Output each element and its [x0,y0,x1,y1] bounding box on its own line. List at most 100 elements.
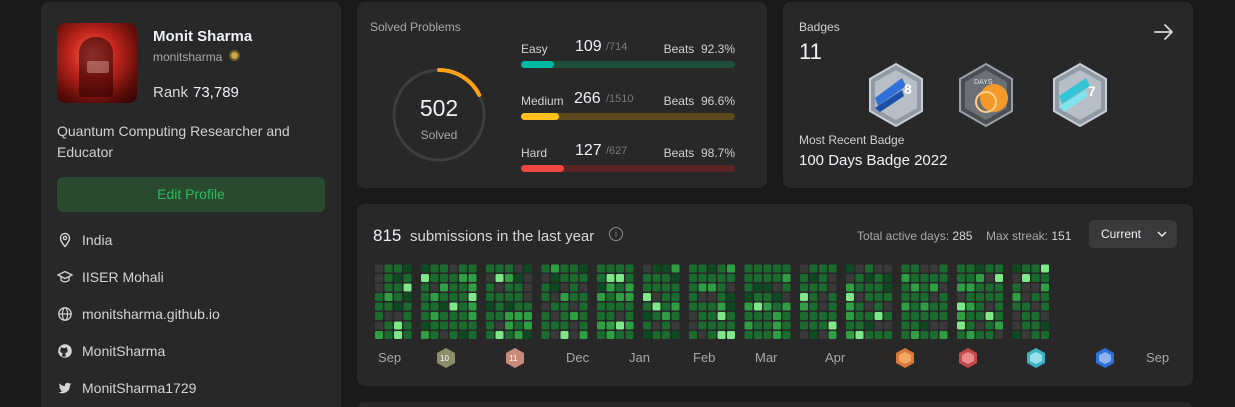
heatmap-cell[interactable] [985,312,994,320]
heatmap-cell[interactable] [1031,312,1040,320]
heatmap-cell[interactable] [514,302,523,311]
heatmap-cell[interactable] [819,293,827,301]
heatmap-cell[interactable] [551,321,559,330]
heatmap-cell[interactable] [570,274,578,282]
heatmap-cell[interactable] [440,331,448,339]
heatmap-cell[interactable] [468,331,477,339]
heatmap-cell[interactable] [430,264,439,273]
heatmap-cell[interactable] [855,274,864,282]
heatmap-cell[interactable] [782,312,791,320]
heatmap-cell[interactable] [1012,264,1021,273]
heatmap-cell[interactable] [744,293,753,301]
heatmap-cell[interactable] [976,302,984,311]
heatmap-cell[interactable] [524,283,532,292]
heatmap-cell[interactable] [976,293,984,301]
heatmap-cell[interactable] [828,331,837,339]
heatmap-cell[interactable] [616,274,624,282]
heatmap-cell[interactable] [643,331,651,339]
year-select[interactable]: Current [1089,220,1177,248]
heatmap-cell[interactable] [570,331,578,339]
heatmap-cell[interactable] [524,274,532,282]
heatmap-cell[interactable] [828,293,837,301]
heatmap-cell[interactable] [939,302,948,311]
heatmap-cell[interactable] [744,264,753,273]
heatmap-cell[interactable] [514,293,523,301]
heatmap-cell[interactable] [1022,321,1030,330]
heatmap-cell[interactable] [597,302,605,311]
heatmap-cell[interactable] [727,331,735,339]
heatmap-cell[interactable] [809,302,818,311]
heatmap-cell[interactable] [930,274,938,282]
heatmap-cell[interactable] [403,283,412,292]
heatmap-cell[interactable] [486,264,494,273]
heatmap-cell[interactable] [597,321,605,330]
heatmap-cell[interactable] [468,321,477,330]
heatmap-cell[interactable] [1022,331,1030,339]
heatmap-cell[interactable] [966,274,975,282]
heatmap-cell[interactable] [809,274,818,282]
heatmap-cell[interactable] [1031,264,1040,273]
heatmap-cell[interactable] [874,331,883,339]
heatmap-cell[interactable] [1012,302,1021,311]
heatmap-cell[interactable] [486,321,494,330]
heatmap-cell[interactable] [606,283,615,292]
heatmap-cell[interactable] [865,321,873,330]
heatmap-cell[interactable] [495,302,504,311]
heatmap-cell[interactable] [449,283,458,292]
heatmap-cell[interactable] [486,312,494,320]
heatmap-cell[interactable] [440,312,448,320]
heatmap-cell[interactable] [375,264,383,273]
heatmap-cell[interactable] [901,312,910,320]
heatmap-cell[interactable] [865,312,873,320]
heatmap-cell[interactable] [939,283,948,292]
heatmap-cell[interactable] [920,331,929,339]
heatmap-cell[interactable] [616,264,624,273]
heatmap-cell[interactable] [459,331,467,339]
heatmap-cell[interactable] [708,321,716,330]
heatmap-cell[interactable] [495,312,504,320]
heatmap-cell[interactable] [939,274,948,282]
heatmap-cell[interactable] [809,312,818,320]
heatmap-cell[interactable] [643,283,651,292]
heatmap-cell[interactable] [763,274,772,282]
heatmap-cell[interactable] [579,302,588,311]
heatmap-cell[interactable] [440,274,448,282]
heatmap-cell[interactable] [625,293,634,301]
heatmap-cell[interactable] [403,274,412,282]
heatmap-cell[interactable] [1012,321,1021,330]
heatmap-cell[interactable] [514,283,523,292]
heatmap-cell[interactable] [597,274,605,282]
heatmap-cell[interactable] [773,302,781,311]
heatmap-cell[interactable] [616,302,624,311]
heatmap-cell[interactable] [430,321,439,330]
heatmap-cell[interactable] [495,331,504,339]
heatmap-cell[interactable] [828,312,837,320]
heatmap-cell[interactable] [671,274,680,282]
heatmap-cell[interactable] [708,274,716,282]
info-github[interactable]: MonitSharma [57,341,165,361]
heatmap-cell[interactable] [800,321,808,330]
heatmap-cell[interactable] [1022,293,1030,301]
heatmap-cell[interactable] [505,264,513,273]
heatmap-cell[interactable] [421,274,429,282]
heatmap-cell[interactable] [662,331,670,339]
heatmap-cell[interactable] [524,293,532,301]
heatmap-cell[interactable] [985,321,994,330]
heatmap-cell[interactable] [698,293,707,301]
heatmap-cell[interactable] [846,321,854,330]
heatmap-cell[interactable] [486,302,494,311]
heatmap-cell[interactable] [800,293,808,301]
heatmap-cell[interactable] [449,331,458,339]
heatmap-cell[interactable] [440,283,448,292]
heatmap-cell[interactable] [671,331,680,339]
user-badge-icon[interactable] [229,50,240,61]
heatmap-cell[interactable] [901,264,910,273]
heatmap-cell[interactable] [920,283,929,292]
heatmap-cell[interactable] [698,302,707,311]
heatmap-cell[interactable] [597,264,605,273]
heatmap-cell[interactable] [846,302,854,311]
heatmap-cell[interactable] [708,302,716,311]
heatmap-cell[interactable] [920,321,929,330]
heatmap-cell[interactable] [459,264,467,273]
heatmap-cell[interactable] [800,274,808,282]
